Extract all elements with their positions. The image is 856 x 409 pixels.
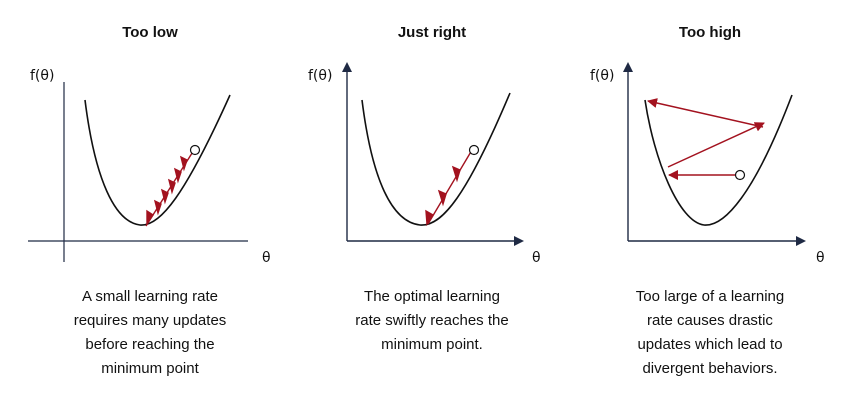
start-point	[189, 144, 201, 156]
caption-line: A small learning rate	[82, 288, 218, 305]
caption-line: minimum point.	[381, 336, 483, 353]
step-arrowhead	[173, 167, 182, 184]
caption-line: rate swiftly reaches the	[355, 312, 509, 329]
caption-line: The optimal learning	[364, 288, 500, 305]
caption-line: Too large of a learning	[635, 288, 785, 305]
step-arrow	[667, 122, 765, 168]
step-path	[427, 149, 473, 225]
step-arrowhead	[437, 189, 447, 207]
plot-too-low: f(θ) θ	[28, 68, 271, 266]
y-axis-label: f(θ)	[30, 68, 54, 84]
x-axis-label: θ	[532, 250, 541, 266]
caption-too-high: Too large of a learning rate causes dras…	[600, 285, 820, 381]
gradient-steps	[145, 149, 195, 227]
x-axis-label: θ	[262, 250, 271, 266]
start-point	[468, 144, 480, 156]
caption-just-right: The optimal learning rate swiftly reache…	[322, 285, 542, 357]
caption-line: minimum point	[101, 360, 199, 377]
plot-just-right: f(θ) θ	[308, 62, 541, 266]
start-point	[734, 169, 746, 181]
x-axis-label: θ	[816, 250, 825, 266]
gradient-steps	[425, 149, 473, 227]
y-axis-label: f(θ)	[308, 68, 332, 84]
plot-too-high: f(θ) θ	[590, 62, 825, 266]
step-arrowhead	[153, 199, 162, 216]
caption-line: before reaching the	[85, 336, 215, 353]
step-arrowhead	[167, 178, 176, 195]
panel-title: Too high	[678, 24, 742, 41]
step-arrow	[647, 98, 764, 128]
panel-too-high: Too high f(θ) θ Too large of a learning …	[564, 0, 856, 409]
y-axis-label: f(θ)	[590, 68, 614, 84]
caption-too-low: A small learning rate requires many upda…	[40, 285, 260, 381]
caption-line: updates which lead to	[637, 336, 783, 353]
loss-curve	[361, 92, 511, 226]
caption-line: divergent behaviors.	[642, 360, 778, 377]
panel-just-right: Just right f(θ) θ The optimal learning r…	[282, 0, 582, 409]
gradient-steps	[647, 98, 765, 180]
panel-title: Too low	[122, 24, 178, 41]
step-arrowhead	[179, 155, 188, 172]
caption-line: requires many updates	[73, 312, 227, 329]
step-arrowhead	[451, 165, 461, 183]
step-arrowhead	[425, 209, 434, 227]
panel-title: Just right	[397, 24, 467, 41]
step-arrowhead	[146, 209, 154, 227]
loss-curve	[644, 94, 793, 226]
caption-line: rate causes drastic	[647, 312, 773, 329]
panel-too-low: Too low f(θ) θ A small learning rate req…	[0, 0, 300, 409]
loss-curve	[84, 94, 231, 226]
step-arrowhead	[160, 188, 169, 205]
